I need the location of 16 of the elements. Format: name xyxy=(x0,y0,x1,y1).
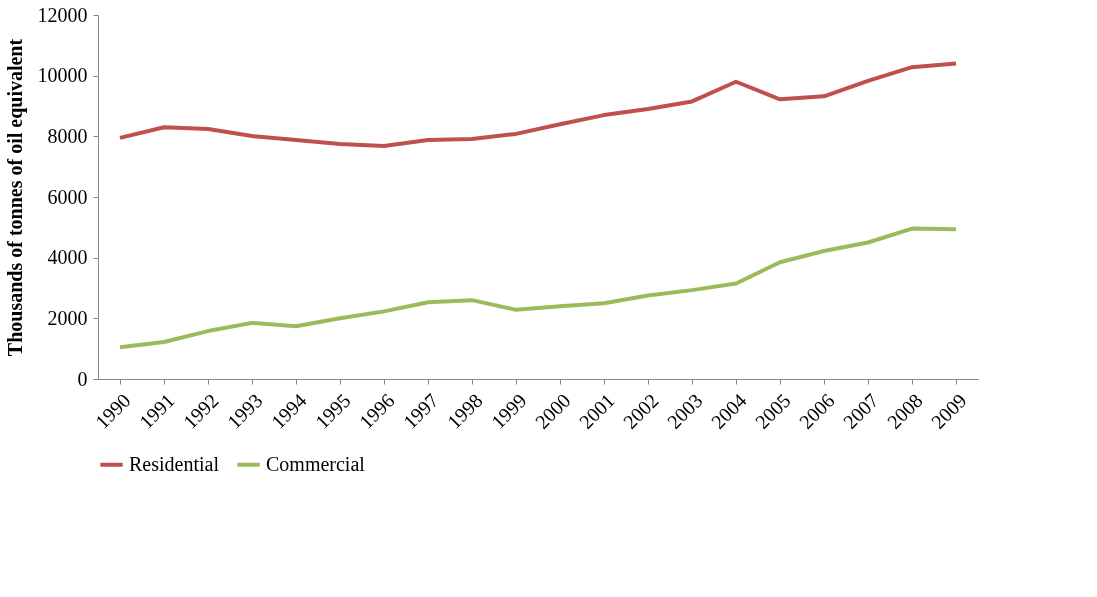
y-axis-title: Thousands of tonnes of oil equivalent xyxy=(3,38,27,357)
x-tick-label: 1999 xyxy=(486,389,531,433)
y-tick-label: 2000 xyxy=(47,306,88,329)
line-series xyxy=(118,61,958,149)
y-tick-label: 12000 xyxy=(37,3,88,26)
y-tick-label: 6000 xyxy=(47,185,88,208)
legend-label: Residential xyxy=(129,452,220,475)
x-tick-label: 1990 xyxy=(90,389,135,433)
x-tick-label: 1992 xyxy=(178,389,223,433)
legend-label: Commercial xyxy=(266,452,366,475)
x-tick-label: 1991 xyxy=(134,389,179,433)
y-tick-label: 10000 xyxy=(37,64,88,87)
y-tick-label: 4000 xyxy=(47,246,88,269)
y-tick-label: 8000 xyxy=(47,124,88,147)
line-series xyxy=(118,226,958,350)
y-tick-label: 0 xyxy=(77,367,88,390)
